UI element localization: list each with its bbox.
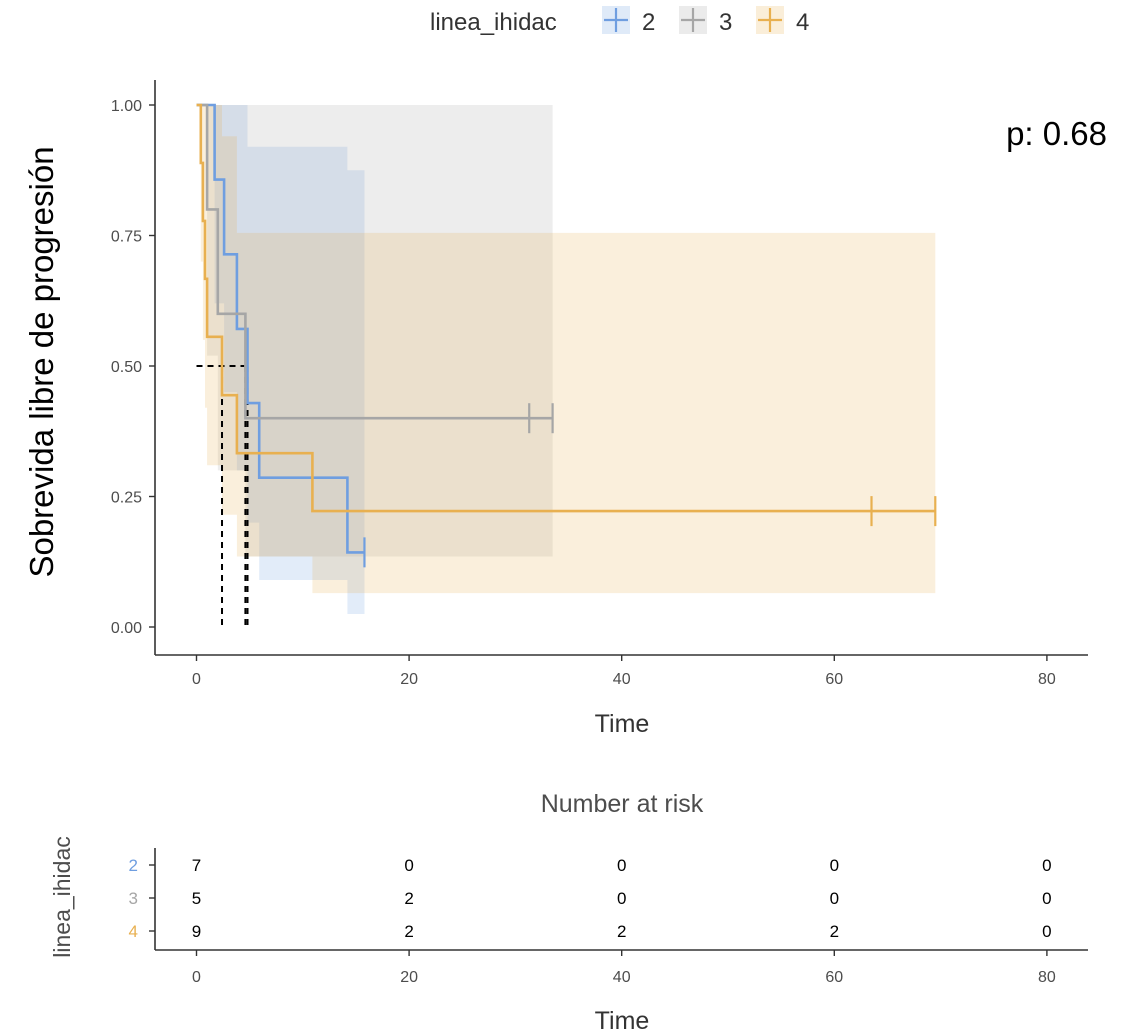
- legend-items: 2 3 4: [602, 6, 809, 36]
- legend-label-4: 4: [796, 9, 809, 36]
- y-tick-label-1: 0.25: [111, 490, 142, 507]
- legend: linea_ihidac 2 3 4: [430, 6, 809, 36]
- x-tick-label-0: 0: [192, 671, 201, 688]
- y-tick-label-4: 1.00: [111, 98, 142, 115]
- legend-item-4: 4: [756, 6, 809, 36]
- risk-cell-3-20: 2: [404, 889, 413, 908]
- risk-cell-4-60: 2: [830, 922, 839, 941]
- risk-cell-4-0: 9: [192, 922, 201, 941]
- survival-plot: 0.00 0.25 0.50 0.75 1.00 0 20 40 60 80 Sobrevida …: [23, 80, 1107, 738]
- risk-cell-2-40: 0: [617, 856, 626, 875]
- risk-table-title: Number at risk: [541, 790, 704, 818]
- x-tick-label-4: 80: [1038, 671, 1056, 688]
- survival-curves: [196, 103, 936, 554]
- y-tick-label-0: 0.00: [111, 620, 142, 637]
- legend-label-3: 3: [719, 9, 732, 36]
- survival-curve-4: [196, 103, 936, 513]
- risk-x-tick-label-2: 40: [613, 969, 631, 986]
- risk-x-tick-label-4: 80: [1038, 969, 1056, 986]
- risk-table-x-title: Time: [595, 1007, 650, 1035]
- ci-band-4: [196, 105, 936, 594]
- ci-band-2: [196, 105, 365, 614]
- p-value-annotation: p: 0.68: [1006, 115, 1107, 152]
- risk-row-label-4: 4: [129, 922, 138, 941]
- risk-cell-4-20: 2: [404, 922, 413, 941]
- confidence-bands: [196, 105, 936, 614]
- risk-x-tick-label-3: 60: [825, 969, 843, 986]
- ci-band-3: [196, 105, 553, 557]
- x-tick-label-2: 40: [613, 671, 631, 688]
- risk-x-tick-label-0: 0: [192, 969, 201, 986]
- risk-cell-3-0: 5: [192, 889, 201, 908]
- risk-cell-4-80: 0: [1042, 922, 1051, 941]
- survival-curve-3: [196, 103, 553, 420]
- x-tick-label-1: 20: [400, 671, 418, 688]
- y-tick-label-3: 0.75: [111, 229, 142, 246]
- x-axis-title: Time: [595, 710, 650, 738]
- risk-row-label-2: 2: [129, 856, 138, 875]
- risk-table-axes: 0 20 40 60 80: [154, 848, 1088, 986]
- legend-item-2: 2: [602, 6, 655, 36]
- risk-cell-3-40: 0: [617, 889, 626, 908]
- main-axes: 0.00 0.25 0.50 0.75 1.00 0 20 40 60 80: [111, 80, 1088, 688]
- risk-table-y-title: linea_ihidac: [49, 836, 75, 957]
- risk-x-tick-label-1: 20: [400, 969, 418, 986]
- risk-table: Number at risk linea_ihidac 2 7 0 0 0 03 5 2 0 0 0…: [49, 790, 1088, 1035]
- risk-cell-2-80: 0: [1042, 856, 1051, 875]
- risk-cell-2-0: 7: [192, 856, 201, 875]
- risk-cell-2-60: 0: [830, 856, 839, 875]
- legend-label-2: 2: [642, 9, 655, 36]
- risk-cell-3-80: 0: [1042, 889, 1051, 908]
- legend-title: linea_ihidac: [430, 9, 557, 36]
- x-tick-label-3: 60: [825, 671, 843, 688]
- y-axis-title: Sobrevida libre de progresión: [23, 146, 60, 577]
- censor-marks: [363, 403, 937, 568]
- risk-cell-4-40: 2: [617, 922, 626, 941]
- legend-item-3: 3: [679, 6, 732, 36]
- risk-cell-2-20: 0: [404, 856, 413, 875]
- y-tick-label-2: 0.50: [111, 359, 142, 376]
- risk-cell-3-60: 0: [830, 889, 839, 908]
- survival-curve-2: [196, 103, 365, 554]
- risk-table-cells: 2 7 0 0 0 0 3 5 2 0 0 0 4 9 2 2 2 0: [129, 856, 1052, 941]
- risk-row-label-3: 3: [129, 889, 138, 908]
